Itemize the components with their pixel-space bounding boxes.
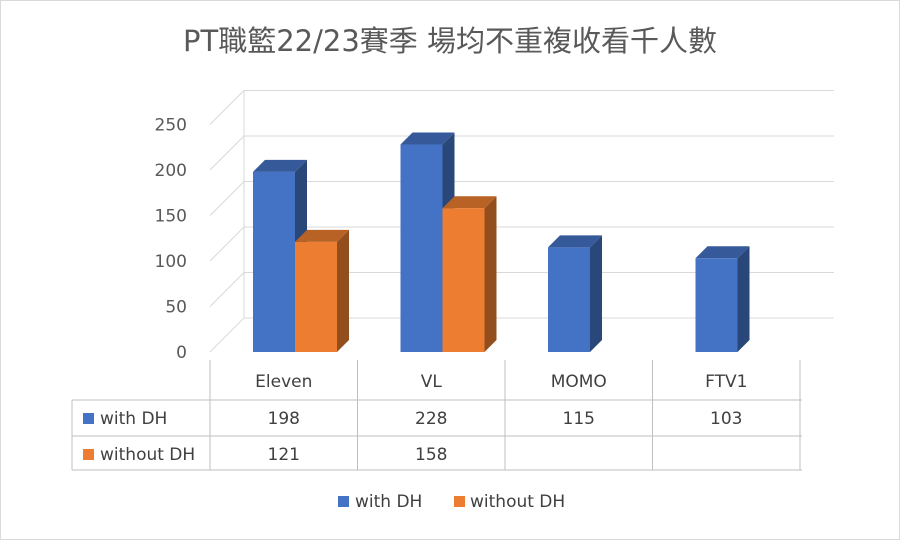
bar-front bbox=[253, 171, 295, 352]
bar-front bbox=[442, 208, 485, 352]
gridline-side bbox=[209, 135, 245, 171]
bar-top bbox=[548, 235, 602, 248]
bar-side bbox=[737, 246, 750, 352]
y-tick-label: 150 bbox=[155, 207, 187, 227]
bar-top bbox=[442, 196, 497, 209]
legend-key bbox=[454, 496, 465, 507]
bar-front bbox=[695, 258, 738, 352]
y-tick-label: 250 bbox=[155, 116, 187, 136]
chart-title: PT職籃22/23賽季 場均不重複收看千人數 bbox=[183, 24, 717, 58]
bar-side bbox=[590, 235, 602, 352]
table-cell-value: 158 bbox=[415, 445, 447, 465]
table-series-name: without DH bbox=[100, 445, 195, 465]
table-series-name: with DH bbox=[100, 409, 167, 429]
bar-side bbox=[484, 196, 497, 352]
bar-top bbox=[695, 246, 750, 259]
table-cell-value: 228 bbox=[415, 409, 447, 429]
y-tick-label: 100 bbox=[155, 252, 187, 272]
category-label: FTV1 bbox=[705, 372, 747, 392]
table-cell-value: 121 bbox=[268, 445, 300, 465]
bar-without-dh-eleven bbox=[295, 229, 349, 352]
bar-front bbox=[548, 247, 590, 352]
y-tick-label: 0 bbox=[176, 343, 187, 363]
table-cell-value: 103 bbox=[710, 409, 742, 429]
y-tick-label: 200 bbox=[155, 161, 187, 181]
gridline-side bbox=[209, 272, 245, 307]
bar-top bbox=[253, 159, 307, 172]
gridline-side bbox=[209, 317, 245, 353]
bar-top bbox=[400, 132, 455, 145]
legend-key bbox=[338, 496, 349, 507]
y-tick-label: 50 bbox=[165, 298, 187, 318]
bar-with-dh-ftv1 bbox=[695, 246, 750, 352]
gridline-side bbox=[209, 90, 245, 125]
legend-label: with DH bbox=[355, 492, 422, 512]
bar-top bbox=[295, 229, 349, 242]
gridline-side bbox=[209, 226, 245, 262]
bar-front bbox=[400, 144, 443, 352]
bar-front bbox=[295, 241, 337, 352]
bar-without-dh-vl bbox=[442, 196, 497, 352]
bar-side bbox=[337, 229, 349, 352]
table-cell-value: 115 bbox=[563, 409, 595, 429]
legend: with DH without DH bbox=[338, 492, 565, 512]
y-axis: 0 50 100 150 200 250 bbox=[155, 116, 187, 364]
table-legend-key bbox=[83, 413, 94, 424]
table-legend-key bbox=[83, 449, 94, 460]
bars bbox=[253, 132, 750, 352]
gridline-side bbox=[209, 181, 245, 216]
category-label: VL bbox=[421, 372, 443, 392]
table-cell-value: 198 bbox=[268, 409, 300, 429]
data-table: Eleven VL MOMO FTV1 with DH 198 228 115 103 witho… bbox=[71, 360, 802, 471]
bar-with-dh-momo bbox=[548, 235, 602, 352]
category-label: MOMO bbox=[551, 372, 607, 392]
legend-label: without DH bbox=[470, 492, 565, 512]
category-label: Eleven bbox=[255, 372, 312, 392]
